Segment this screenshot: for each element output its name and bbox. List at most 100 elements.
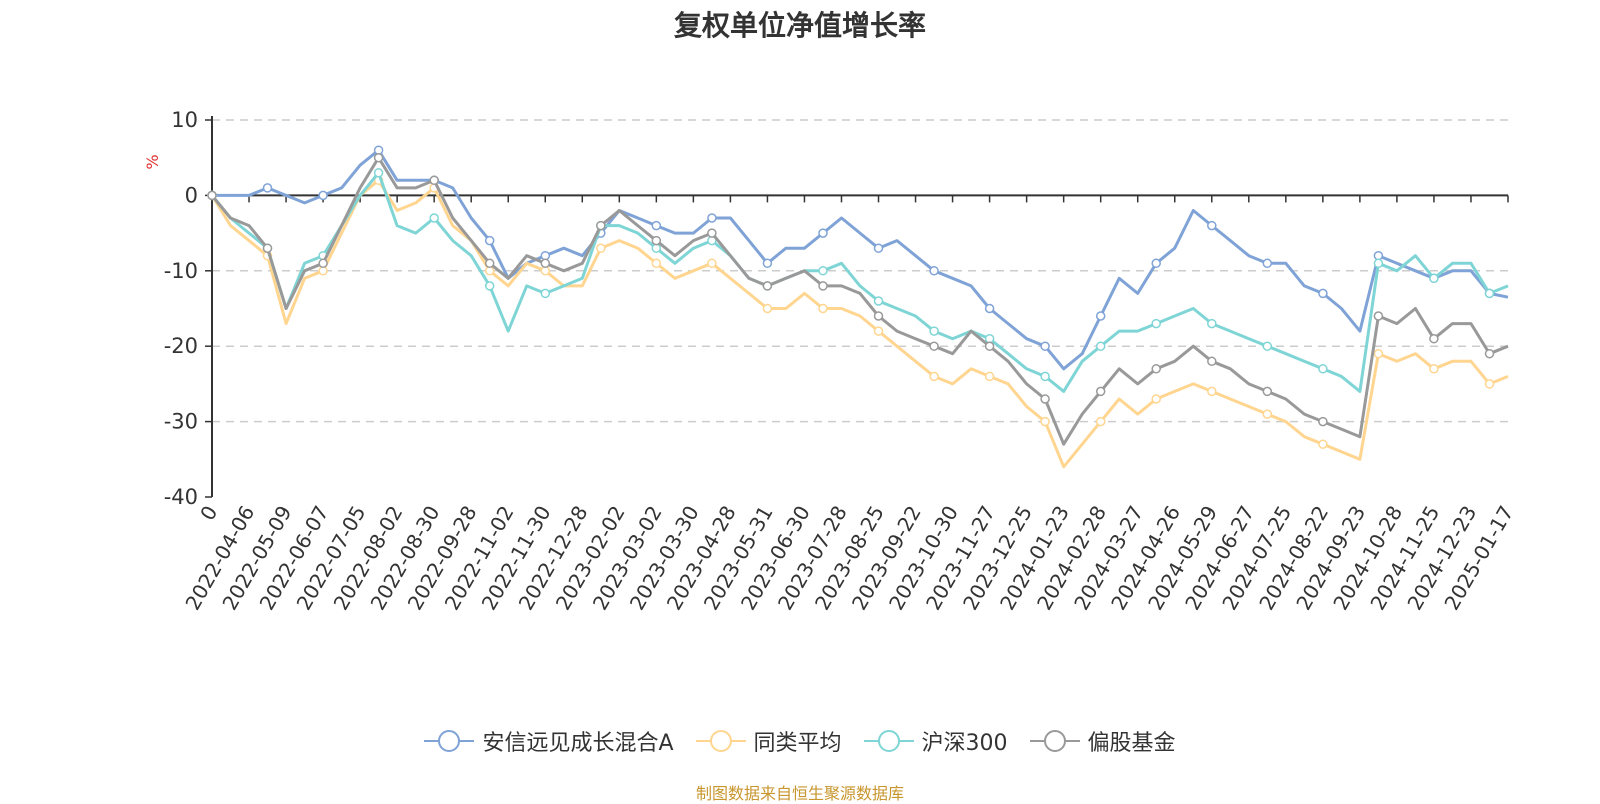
series-point-2 — [873, 326, 884, 336]
series-point-2 — [1262, 409, 1273, 419]
series-point-4 — [1318, 416, 1328, 427]
series-point-2 — [1095, 416, 1106, 427]
series-line-3 — [210, 171, 1509, 393]
series-point-1 — [262, 183, 273, 193]
series-point-4 — [1040, 394, 1050, 404]
series-point-3 — [1484, 288, 1495, 299]
label-layer: 100-10-20-30-40%02022-04-062022-05-09202… — [143, 108, 1518, 614]
series-point-4 — [1429, 333, 1439, 344]
series-point-2 — [818, 303, 828, 314]
series-point-4 — [373, 152, 384, 163]
legend-marker-icon — [1029, 730, 1080, 752]
legend-item[interactable]: 安信远见成长混合A — [424, 725, 674, 757]
series-point-3 — [873, 296, 884, 306]
series-point-4 — [484, 258, 495, 269]
series-point-1 — [929, 266, 939, 276]
series-point-1 — [1040, 341, 1050, 351]
series-point-2 — [707, 258, 717, 269]
line-chart: 100-10-20-30-40%02022-04-062022-05-09202… — [143, 108, 1518, 614]
series-point-4 — [318, 258, 328, 269]
series-point-2 — [1207, 386, 1217, 397]
series-point-1 — [318, 190, 328, 201]
series-point-4 — [1262, 386, 1273, 397]
series-point-3 — [1262, 341, 1273, 351]
series-point-4 — [262, 243, 273, 253]
series-point-4 — [207, 190, 217, 201]
chart-title: 复权单位净值增长率 — [673, 9, 926, 42]
legend-marker-icon — [863, 730, 914, 752]
series-point-4 — [707, 228, 717, 238]
series-point-3 — [484, 281, 495, 291]
series-point-4 — [818, 281, 828, 291]
series-point-4 — [1484, 348, 1495, 359]
legend-item[interactable]: 沪深300 — [863, 725, 1008, 757]
series-point-4 — [429, 175, 439, 186]
series-line-1 — [212, 148, 1509, 371]
series-point-2 — [1040, 416, 1050, 427]
series-point-1 — [818, 228, 828, 238]
series-point-3 — [1207, 318, 1217, 329]
series-point-3 — [818, 266, 828, 276]
legend-label: 安信远见成长混合A — [482, 731, 674, 756]
legend-item[interactable]: 偏股基金 — [1029, 725, 1176, 757]
series-line-2 — [210, 178, 1509, 469]
legend-label: 偏股基金 — [1087, 731, 1176, 756]
series-point-3 — [1373, 258, 1384, 269]
y-tick-label: -20 — [164, 334, 198, 358]
series-point-3 — [373, 168, 384, 178]
grid-layer — [212, 119, 1508, 423]
series-point-4 — [1373, 311, 1384, 321]
series-point-2 — [1373, 348, 1384, 359]
axis-layer — [205, 116, 1509, 498]
series-point-3 — [1318, 364, 1328, 374]
series-point-3 — [1095, 341, 1106, 351]
series-point-1 — [707, 213, 717, 223]
series-point-1 — [1318, 288, 1328, 299]
series-point-2 — [651, 258, 662, 269]
series-line-4 — [210, 156, 1509, 446]
series-point-1 — [540, 250, 551, 261]
series-point-1 — [1373, 250, 1384, 261]
series-point-4 — [1207, 356, 1217, 367]
series-point-1 — [484, 235, 495, 246]
series-point-2 — [762, 303, 773, 314]
legend-marker-icon — [695, 730, 746, 752]
series-point-3 — [1151, 318, 1161, 329]
series-point-4 — [651, 235, 662, 246]
series-point-3 — [1429, 273, 1439, 284]
y-tick-label: 0 — [185, 183, 198, 207]
source-note: 制图数据来自恒生聚源数据库 — [695, 784, 904, 803]
series-point-4 — [1095, 386, 1106, 397]
series-point-3 — [1040, 371, 1050, 382]
y-tick-label: -40 — [164, 485, 198, 509]
series-point-4 — [596, 220, 606, 231]
series-point-1 — [1095, 311, 1106, 321]
series-point-4 — [540, 258, 551, 269]
x-tick-label: 0 — [195, 502, 222, 525]
legend-label: 沪深300 — [921, 731, 1008, 756]
series-point-2 — [596, 243, 606, 253]
legend-label: 同类平均 — [753, 731, 842, 756]
series-point-1 — [984, 303, 995, 314]
legend: 安信远见成长混合A 同类平均 沪深300 偏股基金 — [0, 725, 1600, 757]
series-point-2 — [1318, 439, 1328, 449]
series-point-2 — [984, 371, 995, 382]
series-point-3 — [929, 326, 939, 336]
series-point-2 — [1484, 379, 1495, 389]
series-point-2 — [929, 371, 939, 382]
legend-item[interactable]: 同类平均 — [695, 725, 842, 757]
series-point-4 — [873, 311, 884, 321]
series-point-2 — [1429, 364, 1439, 374]
series-layer — [207, 145, 1509, 469]
series-point-3 — [429, 213, 439, 223]
y-tick-label: -30 — [164, 410, 198, 434]
series-point-4 — [1151, 364, 1161, 374]
legend-marker-icon — [424, 730, 475, 752]
series-point-1 — [762, 258, 773, 269]
series-point-4 — [984, 341, 995, 351]
series-point-1 — [873, 243, 884, 253]
series-point-3 — [540, 288, 551, 299]
series-point-4 — [762, 281, 773, 291]
series-point-3 — [651, 243, 662, 253]
series-point-2 — [1151, 394, 1161, 404]
